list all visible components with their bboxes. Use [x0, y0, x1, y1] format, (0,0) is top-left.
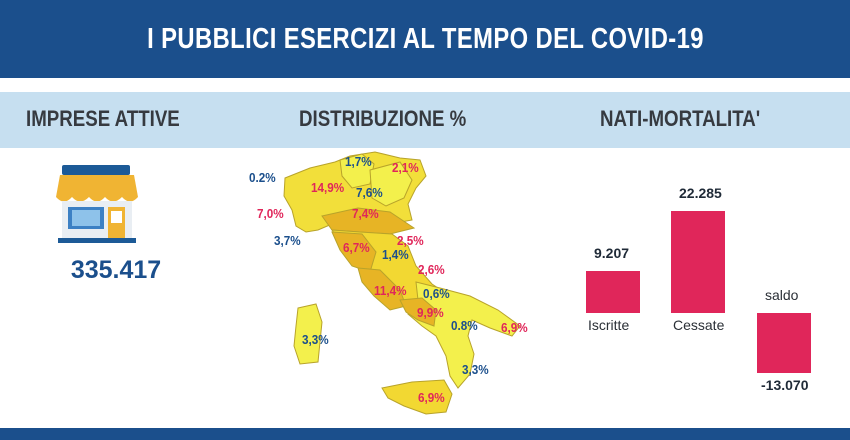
section-title-imprese: IMPRESE ATTIVE — [26, 106, 180, 131]
map-label-sicilia: 6,9% — [418, 390, 445, 405]
map-label-toscana: 6,7% — [343, 240, 370, 255]
map-label-friuli: 2,1% — [392, 160, 419, 175]
map-label-molise: 0,6% — [423, 286, 450, 301]
bar-cessate — [671, 211, 725, 313]
header-banner: I PUBBLICI ESERCIZI AL TEMPO DEL COVID-1… — [0, 0, 850, 78]
map-sardegna — [293, 303, 323, 365]
shop-icon — [56, 165, 138, 243]
bar-value-iscritte: 9.207 — [594, 244, 630, 261]
map-label-abruzzo: 2,6% — [418, 262, 445, 277]
footer-bar — [0, 428, 850, 440]
map-label-emilia-romagna: 7,4% — [352, 206, 379, 221]
bar-value-cessate: 22.285 — [679, 185, 722, 201]
bar-label-saldo: saldo — [765, 287, 799, 303]
map-south — [407, 281, 521, 389]
map-label-campania: 9,9% — [417, 305, 444, 320]
map-label-marche: 2,5% — [397, 233, 424, 248]
map-label-liguria: 3,7% — [274, 233, 301, 248]
bar-label-cessate: Cessate — [673, 317, 725, 333]
section-title-natimortalita: NATI-MORTALITA' — [600, 106, 761, 131]
bar-value-saldo: -13.070 — [761, 376, 809, 393]
map-lazio — [357, 267, 407, 311]
map-label-puglia: 6,9% — [501, 320, 528, 335]
bar-saldo — [757, 313, 811, 373]
map-label-valle-d-aosta: 0.2% — [249, 170, 276, 185]
map-trentino — [339, 153, 375, 189]
map-label-lombardia: 14,9% — [311, 180, 345, 195]
map-label-umbria: 1,4% — [382, 247, 409, 262]
map-veneto — [369, 161, 413, 207]
map-label-lazio: 11,4% — [374, 283, 407, 298]
bar-label-iscritte: Iscritte — [588, 317, 630, 333]
map-label-basilicata: 0.8% — [451, 318, 478, 333]
map-sicilia — [381, 379, 453, 415]
map-label-veneto: 7,6% — [356, 185, 383, 200]
section-header-bar — [0, 92, 850, 148]
italy-map — [283, 151, 521, 415]
bar-iscritte — [586, 270, 640, 313]
section-title-distribuzione: DISTRIBUZIONE % — [299, 106, 467, 131]
map-label-piemonte: 7,0% — [257, 206, 284, 221]
page-title: I PUBBLICI ESERCIZI AL TEMPO DEL COVID-1… — [146, 22, 704, 55]
map-label-sardegna: 3,3% — [302, 332, 329, 347]
map-label-trentino: 1,7% — [345, 154, 372, 169]
map-campania — [399, 297, 437, 327]
map-label-calabria: 3,3% — [462, 362, 489, 377]
imprese-attive-value: 335.417 — [70, 256, 162, 284]
